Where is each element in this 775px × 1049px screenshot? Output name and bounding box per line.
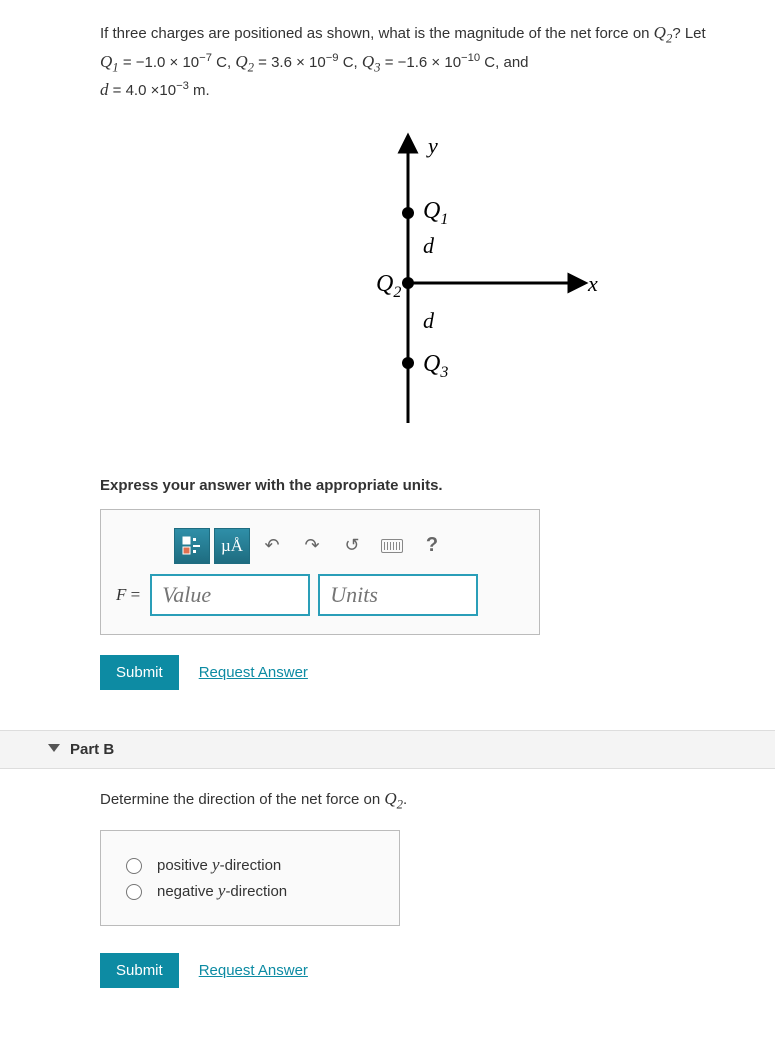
undo-button[interactable]: ↶ [254, 528, 290, 564]
submit-button-a[interactable]: Submit [100, 655, 179, 690]
radio-negative-y[interactable] [126, 884, 142, 900]
part-a-instruction: Express your answer with the appropriate… [100, 477, 755, 494]
templates-button[interactable] [174, 528, 210, 564]
input-toolbar: µÅ ↶ ↷ ↺ ? [174, 528, 524, 564]
redo-button[interactable]: ↷ [294, 528, 330, 564]
option-positive-y[interactable]: positive y-direction [121, 855, 379, 875]
request-answer-link-a[interactable]: Request Answer [199, 664, 308, 681]
svg-text:Q2: Q2 [376, 271, 401, 301]
keyboard-button[interactable] [374, 528, 410, 564]
q2-target: Q2 [654, 23, 673, 42]
svg-text:Q1: Q1 [423, 198, 448, 228]
part-b-header[interactable]: Part B [0, 730, 775, 769]
svg-text:Q3: Q3 [423, 351, 448, 381]
svg-text:x: x [587, 271, 598, 296]
part-b-title: Part B [70, 741, 114, 758]
svg-text:d: d [423, 233, 435, 258]
charges-figure: y x Q1 Q2 Q3 d d [100, 123, 755, 447]
request-answer-link-b[interactable]: Request Answer [199, 962, 308, 979]
help-button[interactable]: ? [414, 528, 450, 564]
problem-intro: If three charges are positioned as shown… [100, 25, 654, 42]
svg-text:y: y [426, 133, 438, 158]
problem-statement: If three charges are positioned as shown… [100, 20, 755, 103]
reset-button[interactable]: ↺ [334, 528, 370, 564]
units-input[interactable] [318, 574, 478, 616]
special-chars-button[interactable]: µÅ [214, 528, 250, 564]
svg-text:d: d [423, 308, 435, 333]
chevron-down-icon [48, 744, 60, 752]
value-input[interactable] [150, 574, 310, 616]
part-b-prompt: Determine the direction of the net force… [100, 789, 755, 812]
force-symbol: F = [116, 585, 140, 605]
keyboard-icon [381, 539, 403, 553]
answer-box-b: positive y-direction negative y-directio… [100, 830, 400, 926]
radio-positive-y[interactable] [126, 858, 142, 874]
submit-button-b[interactable]: Submit [100, 953, 179, 988]
option-negative-y[interactable]: negative y-direction [121, 881, 379, 901]
answer-box-a: µÅ ↶ ↷ ↺ ? F = [100, 509, 540, 635]
